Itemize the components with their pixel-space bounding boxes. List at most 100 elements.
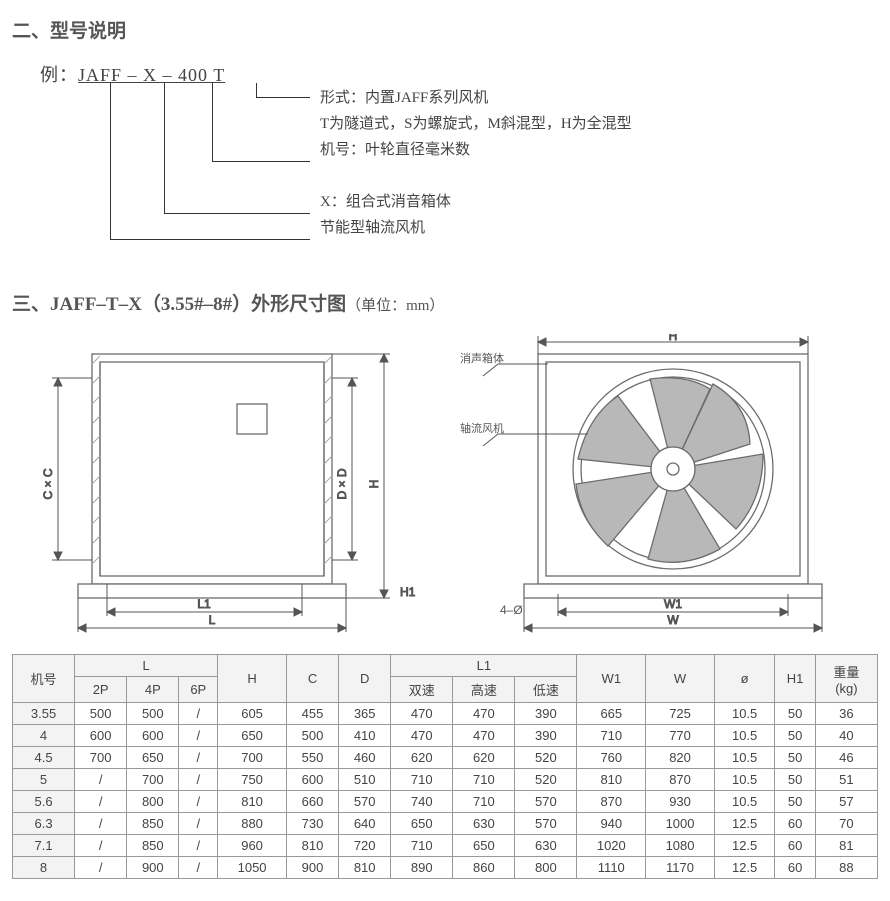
model-desc-list: 形式：内置JAFF系列风机 T为隧道式，S为螺旋式，M斜混型，H为全混型 机号：… [320, 111, 632, 241]
table-row: 4600600/65050041047047039071077010.55040 [13, 725, 878, 747]
table-cell: 650 [391, 813, 453, 835]
table-cell: 51 [815, 769, 877, 791]
table-cell: 8 [13, 857, 75, 879]
table-cell: 630 [515, 835, 577, 857]
table-cell: 10.5 [714, 791, 774, 813]
example-code: JAFF – X – 400 T [78, 65, 225, 85]
table-cell: 700 [75, 747, 127, 769]
svg-text:D × D: D × D [335, 468, 349, 499]
table-cell: 1170 [646, 857, 715, 879]
table-cell: 10.5 [714, 747, 774, 769]
table-cell: 6.3 [13, 813, 75, 835]
model-explanation: 例：JAFF – X – 400 T 形式：内置JAFF系列风机 T为隧道式，S… [40, 61, 878, 281]
table-cell: 820 [646, 747, 715, 769]
table-cell: 50 [775, 747, 815, 769]
table-cell: / [179, 857, 218, 879]
table-cell: 630 [453, 813, 515, 835]
svg-text:L: L [209, 613, 216, 627]
table-cell: 470 [453, 725, 515, 747]
table-cell: 470 [391, 725, 453, 747]
table-cell: / [179, 791, 218, 813]
table-cell: 1020 [577, 835, 646, 857]
col-L-6P: 6P [179, 677, 218, 703]
table-cell: / [179, 725, 218, 747]
table-cell: 4.5 [13, 747, 75, 769]
table-cell: 605 [218, 703, 287, 725]
svg-text:H: H [367, 480, 381, 489]
table-cell: 50 [775, 769, 815, 791]
table-cell: 850 [127, 835, 179, 857]
table-cell: 760 [577, 747, 646, 769]
desc-line-2: 机号：叶轮直径毫米数 [320, 137, 632, 163]
table-cell: 365 [339, 703, 391, 725]
table-cell: 810 [218, 791, 287, 813]
table-cell: 650 [218, 725, 287, 747]
table-cell: 700 [218, 747, 287, 769]
table-cell: 740 [391, 791, 453, 813]
table-row: 7.1/850/9608107207106506301020108012.560… [13, 835, 878, 857]
table-cell: 455 [286, 703, 338, 725]
table-cell: 800 [127, 791, 179, 813]
table-cell: 650 [127, 747, 179, 769]
col-L-2P: 2P [75, 677, 127, 703]
col-L-4P: 4P [127, 677, 179, 703]
desc-line-1: T为隧道式，S为螺旋式，M斜混型，H为全混型 [320, 111, 632, 137]
table-cell: 650 [453, 835, 515, 857]
col-C: C [286, 655, 338, 703]
svg-text:L1: L1 [197, 597, 211, 611]
table-cell: 5.6 [13, 791, 75, 813]
table-cell: / [179, 835, 218, 857]
table-cell: 730 [286, 813, 338, 835]
table-cell: 81 [815, 835, 877, 857]
diagram-left: C × C D × D H H1 L1 L [12, 334, 422, 634]
col-W: W [646, 655, 715, 703]
table-cell: / [75, 835, 127, 857]
table-cell: 660 [286, 791, 338, 813]
table-cell: 470 [391, 703, 453, 725]
table-cell: 390 [515, 725, 577, 747]
section2-title: 二、型号说明 [12, 16, 878, 43]
table-cell: 410 [339, 725, 391, 747]
table-cell: 570 [515, 813, 577, 835]
table-cell: 720 [339, 835, 391, 857]
table-cell: 500 [127, 703, 179, 725]
table-cell: 620 [453, 747, 515, 769]
table-cell: 12.5 [714, 857, 774, 879]
table-cell: 500 [286, 725, 338, 747]
col-L: L [75, 655, 218, 677]
table-cell: 710 [453, 769, 515, 791]
table-cell: 5 [13, 769, 75, 791]
desc-line-3: X：组合式消音箱体 [320, 189, 632, 215]
table-cell: 1080 [646, 835, 715, 857]
table-cell: 1050 [218, 857, 287, 879]
table-row: 5.6/800/81066057074071057087093010.55057 [13, 791, 878, 813]
table-cell: 10.5 [714, 703, 774, 725]
svg-text:W: W [667, 613, 679, 627]
table-cell: 710 [453, 791, 515, 813]
table-cell: 940 [577, 813, 646, 835]
table-row: 3.55500500/60545536547047039066572510.55… [13, 703, 878, 725]
table-cell: / [179, 769, 218, 791]
table-cell: 725 [646, 703, 715, 725]
table-cell: 570 [339, 791, 391, 813]
table-cell: 36 [815, 703, 877, 725]
table-cell: 60 [775, 835, 815, 857]
table-cell: 12.5 [714, 835, 774, 857]
dimension-table: 机号 L H C D L1 W1 W ø H1 重量 (kg) 2P 4P 6P… [12, 654, 878, 879]
table-cell: 460 [339, 747, 391, 769]
table-cell: 520 [515, 769, 577, 791]
col-weight: 重量 (kg) [815, 655, 877, 703]
table-cell: 930 [646, 791, 715, 813]
table-cell: 900 [127, 857, 179, 879]
desc-line-0: 形式：内置JAFF系列风机 [320, 85, 632, 111]
table-cell: / [75, 769, 127, 791]
table-cell: 710 [391, 835, 453, 857]
table-cell: / [75, 813, 127, 835]
table-cell: 10.5 [714, 769, 774, 791]
table-cell: 60 [775, 857, 815, 879]
table-cell: / [75, 791, 127, 813]
table-cell: 390 [515, 703, 577, 725]
table-cell: 850 [127, 813, 179, 835]
table-cell: / [179, 747, 218, 769]
table-body: 3.55500500/60545536547047039066572510.55… [13, 703, 878, 879]
